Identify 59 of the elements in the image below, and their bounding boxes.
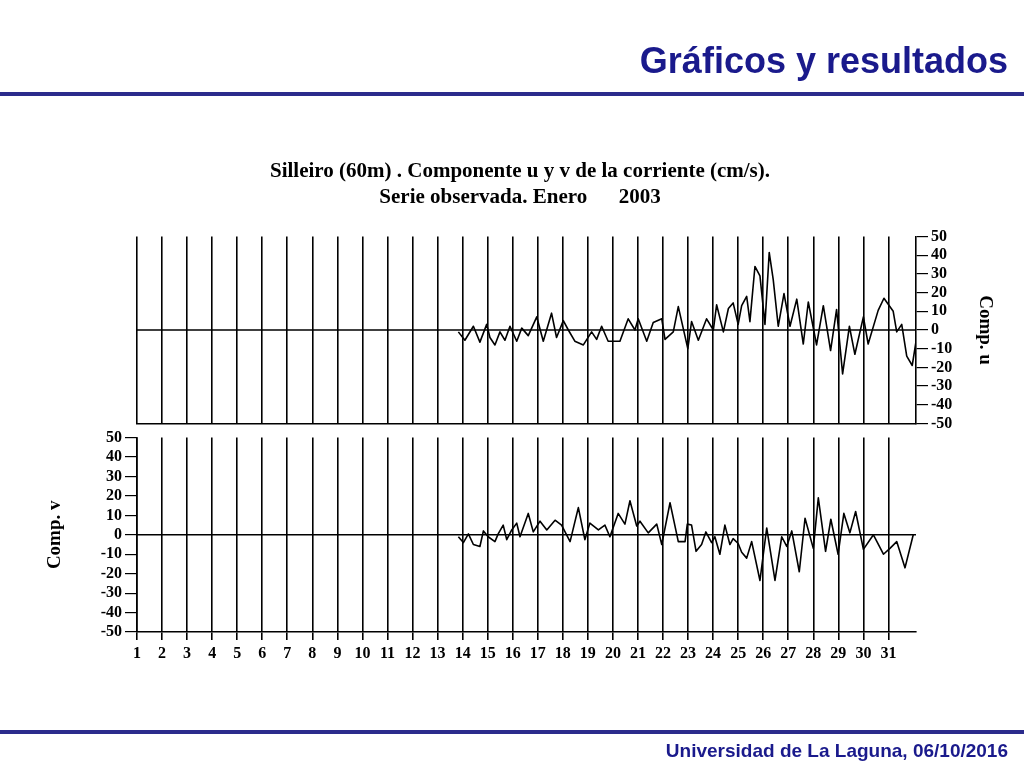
y-tick-label: -10 xyxy=(100,544,122,562)
x-tick-label: 4 xyxy=(208,643,217,661)
y-axis-title: Comp. v xyxy=(43,500,65,570)
x-tick-label: 3 xyxy=(183,643,192,661)
x-tick-label: 27 xyxy=(780,643,797,661)
y-tick-label: 50 xyxy=(931,226,947,244)
x-tick-label: 19 xyxy=(579,643,596,661)
y-tick-label: 0 xyxy=(114,524,122,542)
x-tick-label: 6 xyxy=(258,643,267,661)
y-tick-label: -20 xyxy=(100,563,122,581)
y-tick-label: 20 xyxy=(106,486,122,504)
chart-subtitle: Serie observada. Enero 2003 xyxy=(379,184,661,208)
x-tick-label: 16 xyxy=(504,643,521,661)
x-tick-label: 29 xyxy=(830,643,847,661)
y-tick-label: 10 xyxy=(931,301,947,319)
y-tick-label: 30 xyxy=(106,466,122,484)
x-tick-label: 13 xyxy=(429,643,446,661)
y-tick-label: 0 xyxy=(931,320,939,338)
x-tick-label: 5 xyxy=(233,643,242,661)
x-tick-label: 26 xyxy=(755,643,772,661)
x-tick-label: 10 xyxy=(354,643,371,661)
y-tick-label: 10 xyxy=(106,505,122,523)
y-tick-label: 40 xyxy=(106,447,122,465)
x-tick-label: 14 xyxy=(454,643,471,661)
y-tick-label: -30 xyxy=(100,583,122,601)
y-tick-label: -50 xyxy=(931,413,953,431)
x-tick-label: 23 xyxy=(680,643,697,661)
y-tick-label: -10 xyxy=(931,338,953,356)
x-tick-label: 15 xyxy=(479,643,496,661)
y-tick-label: -20 xyxy=(931,357,953,375)
x-tick-label: 7 xyxy=(283,643,292,661)
x-tick-label: 30 xyxy=(855,643,872,661)
x-tick-label: 11 xyxy=(379,643,396,661)
x-tick-label: 28 xyxy=(805,643,822,661)
y-tick-label: -50 xyxy=(100,622,122,640)
x-tick-label: 20 xyxy=(604,643,621,661)
y-axis-title: Comp. u xyxy=(975,295,997,366)
x-tick-label: 31 xyxy=(880,643,897,661)
x-tick-label: 21 xyxy=(629,643,646,661)
y-tick-label: -40 xyxy=(931,394,953,412)
text: Universidad de La Laguna, 06/10/2016 xyxy=(665,740,1008,762)
y-tick-label: -30 xyxy=(931,376,953,394)
y-tick-label: 50 xyxy=(106,427,122,445)
x-tick-label: 25 xyxy=(730,643,747,661)
x-tick-label: 1 xyxy=(133,643,141,661)
y-tick-label: 30 xyxy=(931,264,947,282)
x-tick-label: 22 xyxy=(655,643,672,661)
x-tick-label: 2 xyxy=(158,643,167,661)
x-tick-label: 12 xyxy=(404,643,421,661)
y-tick-label: 40 xyxy=(931,245,947,263)
text: Gráficos y resultados xyxy=(639,40,1008,82)
x-tick-label: 18 xyxy=(554,643,571,661)
y-tick-label: 20 xyxy=(931,282,947,300)
y-tick-label: -40 xyxy=(100,602,122,620)
x-tick-label: 9 xyxy=(333,643,342,661)
chart-title: Silleiro (60m) . Componente u y v de la corriente (cm/s). xyxy=(269,158,771,182)
x-tick-label: 8 xyxy=(308,643,317,661)
x-tick-label: 24 xyxy=(705,643,722,661)
x-tick-label: 17 xyxy=(529,643,546,661)
